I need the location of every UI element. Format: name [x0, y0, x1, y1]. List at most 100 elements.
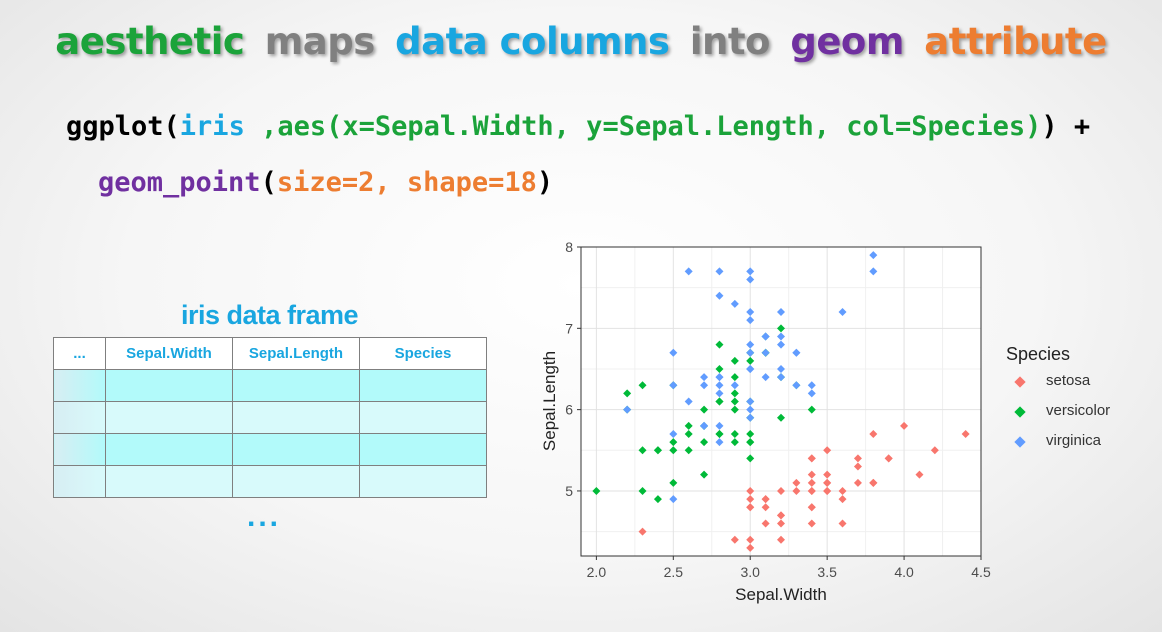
data-point-setosa	[792, 478, 801, 487]
table-title: iris data frame	[180, 300, 359, 330]
table-cell	[359, 465, 487, 498]
code-token: (	[260, 167, 277, 198]
data-point-setosa	[884, 454, 893, 463]
data-point-virginica	[777, 373, 785, 382]
data-point-virginica	[761, 332, 770, 341]
table-cell	[53, 433, 106, 466]
data-point-versicolor	[777, 413, 785, 422]
data-point-versicolor	[715, 340, 724, 349]
data-point-virginica	[792, 348, 801, 357]
table-cell	[53, 369, 106, 402]
table-cell	[232, 369, 360, 402]
data-point-virginica	[777, 332, 785, 341]
data-point-virginica	[669, 381, 678, 390]
code-token: iris	[179, 111, 262, 142]
table-cell	[53, 401, 106, 434]
table-cell	[105, 369, 233, 402]
legend-item-virginica: virginica	[1006, 432, 1101, 465]
data-point-virginica	[700, 421, 709, 430]
data-point-virginica	[715, 438, 724, 447]
data-point-virginica	[761, 373, 770, 382]
data-point-versicolor	[638, 486, 647, 495]
data-point-virginica	[623, 405, 632, 414]
data-point-setosa	[961, 430, 970, 439]
data-point-virginica	[746, 340, 755, 349]
table-row	[53, 465, 487, 498]
data-point-versicolor	[730, 389, 739, 398]
table-cell	[232, 433, 360, 466]
data-point-virginica	[700, 373, 709, 382]
data-point-setosa	[823, 486, 832, 495]
data-point-versicolor	[592, 486, 601, 495]
data-point-setosa	[777, 535, 785, 544]
table-cell	[232, 465, 360, 498]
data-point-setosa	[807, 454, 816, 463]
data-point-setosa	[853, 462, 862, 471]
data-points	[592, 251, 970, 552]
data-point-virginica	[777, 364, 785, 373]
data-point-virginica	[746, 405, 755, 414]
data-point-virginica	[746, 308, 755, 317]
data-point-setosa	[823, 446, 832, 455]
data-point-virginica	[684, 397, 693, 406]
x-tick-label: 2.0	[587, 564, 607, 580]
data-point-versicolor	[807, 405, 816, 414]
data-point-virginica	[746, 275, 755, 284]
data-point-versicolor	[700, 405, 709, 414]
data-point-virginica	[715, 421, 724, 430]
table-row	[53, 369, 487, 402]
data-point-setosa	[823, 470, 832, 479]
data-point-versicolor	[684, 446, 693, 455]
data-point-setosa	[807, 478, 816, 487]
column-header: ...	[53, 337, 106, 370]
data-point-versicolor	[669, 446, 678, 455]
legend-item-setosa: setosa	[1006, 372, 1090, 405]
legend-label: setosa	[1046, 372, 1091, 389]
data-point-setosa	[900, 421, 909, 430]
data-point-setosa	[915, 470, 924, 479]
data-point-versicolor	[684, 430, 693, 439]
data-point-setosa	[823, 478, 832, 487]
scatter-plot: 2.0 2.5 3.0 3.5 4.0 4.5 5 6 7 8 Sepal.Width Sepa…	[540, 239, 991, 604]
data-point-versicolor	[638, 446, 647, 455]
data-point-setosa	[807, 470, 816, 479]
table-cell	[359, 401, 487, 434]
data-point-versicolor	[730, 356, 739, 365]
code-token: ) +	[1041, 111, 1091, 142]
data-point-virginica	[746, 267, 755, 276]
x-axis-label: Sepal.Width	[735, 585, 827, 604]
data-point-setosa	[746, 486, 755, 495]
code-token: ,aes(x=Sepal.Width, y=Sepal.Length, col=…	[261, 111, 1042, 142]
legend-title: Species	[1006, 344, 1071, 364]
title-word: attribute	[924, 20, 1107, 63]
legend-key	[1014, 436, 1026, 448]
data-point-versicolor	[730, 430, 739, 439]
data-point-virginica	[730, 299, 739, 308]
title-word: data columns	[395, 20, 670, 63]
data-point-setosa	[853, 454, 862, 463]
x-tick-label: 4.0	[894, 564, 914, 580]
data-point-versicolor	[653, 495, 662, 504]
data-point-setosa	[807, 503, 816, 512]
legend-label: versicolor	[1046, 402, 1111, 419]
data-point-virginica	[792, 381, 801, 390]
data-point-virginica	[669, 430, 678, 439]
y-ticks: 5 6 7 8	[565, 239, 581, 499]
data-point-setosa	[930, 446, 939, 455]
data-point-versicolor	[746, 430, 755, 439]
table-cell	[105, 401, 233, 434]
iris-data-frame-table: ... Sepal.Width Sepal.Length Species	[53, 337, 487, 498]
code-token: size=2, shape=18	[276, 167, 537, 198]
legend-key	[1014, 406, 1026, 418]
data-point-virginica	[838, 308, 847, 317]
data-point-versicolor	[623, 389, 632, 398]
column-header: Species	[359, 337, 487, 370]
title-word: maps	[264, 20, 376, 63]
data-point-versicolor	[653, 446, 662, 455]
data-point-virginica	[746, 316, 755, 325]
data-point-virginica	[777, 308, 785, 317]
data-point-setosa	[746, 535, 755, 544]
code-line-ggplot: ggplot(iris ,aes(x=Sepal.Width, y=Sepal.…	[66, 111, 1090, 142]
data-point-versicolor	[730, 397, 739, 406]
data-point-virginica	[807, 389, 816, 398]
